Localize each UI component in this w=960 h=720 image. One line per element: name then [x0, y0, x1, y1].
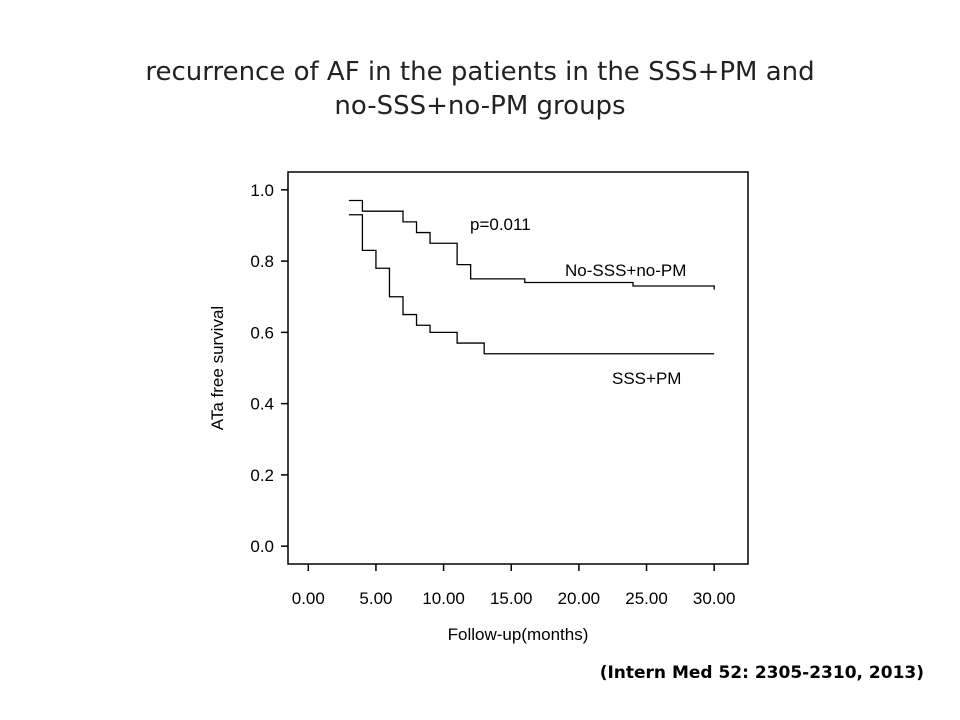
- x-tick-label: 0.00: [292, 589, 325, 608]
- y-tick-label: 0.0: [250, 537, 274, 556]
- x-tick-label: 15.00: [490, 589, 533, 608]
- x-tick-label: 10.00: [422, 589, 465, 608]
- x-tick-label: 5.00: [359, 589, 392, 608]
- series-line-sss: [348, 214, 715, 355]
- x-tick-label: 25.00: [625, 589, 668, 608]
- plot-frame: [287, 171, 749, 565]
- slide-title: recurrence of AF in the patients in the …: [0, 55, 960, 123]
- y-tick-label: 0.6: [250, 323, 274, 342]
- legend-label-no-sss: No-SSS+no-PM: [565, 261, 686, 280]
- citation: (Intern Med 52: 2305-2310, 2013): [599, 663, 924, 683]
- series-line-no-sss: [348, 199, 715, 290]
- legend-label-sss: SSS+PM: [612, 369, 681, 388]
- series-layer: [348, 199, 715, 355]
- x-axis: 0.00 5.00 10.00 15.00 20.00 25.00 30.00: [292, 564, 736, 608]
- x-axis-title: Follow-up(months): [448, 625, 589, 644]
- slide-title-line2: no-SSS+no-PM groups: [334, 91, 626, 121]
- y-tick-label: 0.2: [250, 466, 274, 485]
- y-tick-label: 0.8: [250, 252, 274, 271]
- slide-title-line1: recurrence of AF in the patients in the …: [145, 57, 815, 87]
- x-tick-label: 30.00: [693, 589, 736, 608]
- p-value-annotation: p=0.011: [470, 215, 531, 234]
- y-axis: 0.0 0.2 0.4 0.6 0.8 1.0: [250, 181, 288, 556]
- y-tick-label: 1.0: [250, 181, 274, 200]
- y-tick-label: 0.4: [250, 395, 274, 414]
- x-tick-label: 20.00: [558, 589, 601, 608]
- y-axis-title: ATa free survival: [208, 306, 227, 430]
